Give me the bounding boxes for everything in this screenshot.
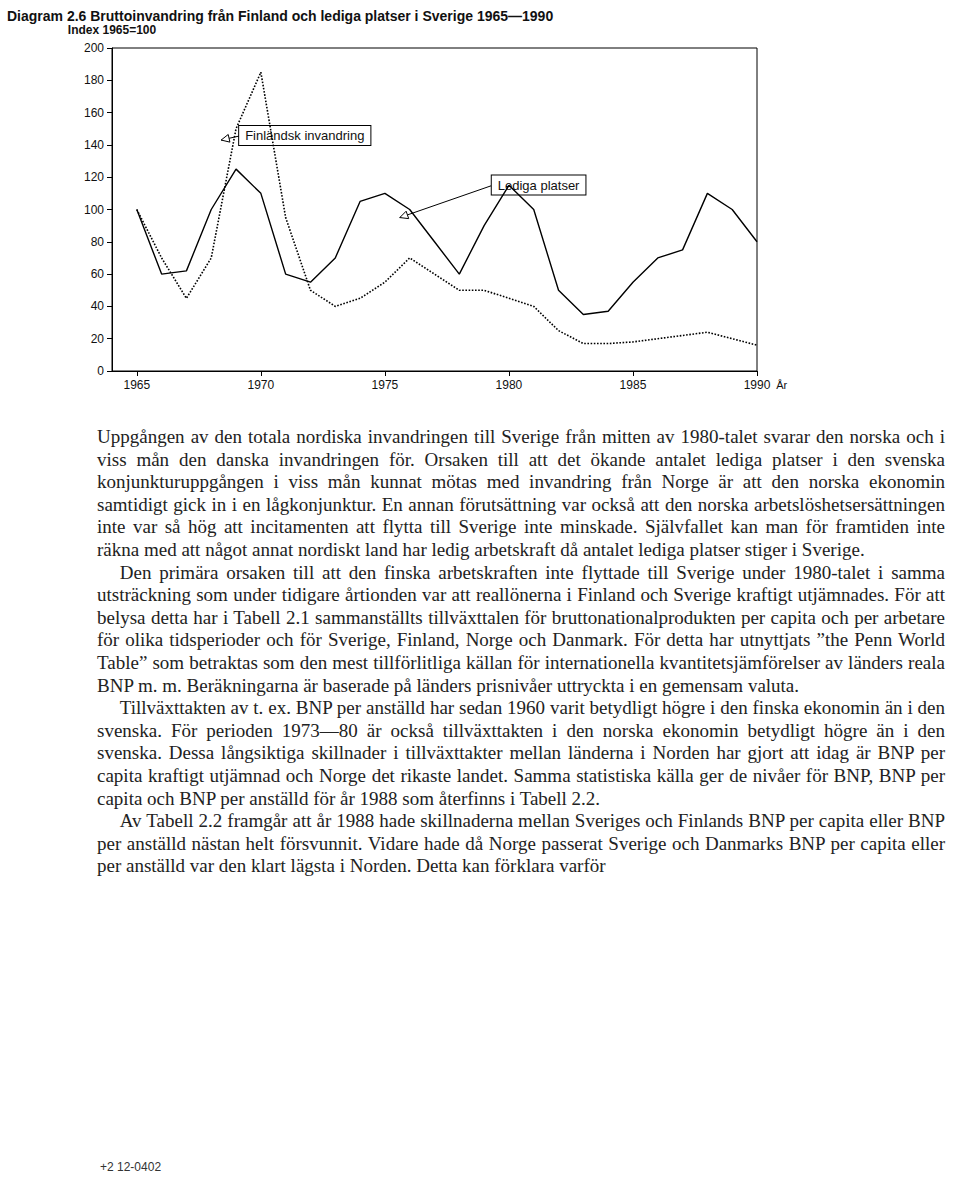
svg-text:40: 40 [91,299,105,313]
html-text:Tillväxttakten av t. ex. BNP p: Tillväxttakten av t. ex. BNP per anställ… [97,697,945,809]
svg-text:1990: 1990 [744,378,771,392]
svg-text:140: 140 [84,138,104,152]
html-text:Av Tabell 2.2 framgår att år 1: Av Tabell 2.2 framgår att år 1988 hade s… [97,810,945,877]
svg-text:80: 80 [91,235,105,249]
svg-text:1980: 1980 [496,378,523,392]
svg-text:Index 1965=100: Index 1965=100 [68,23,157,37]
svg-text:Finländsk invandring: Finländsk invandring [245,128,364,143]
svg-text:120: 120 [84,170,104,184]
svg-text:Lediga platser: Lediga platser [498,178,580,193]
svg-text:100: 100 [84,203,104,217]
html-text:+2 12-0402: +2 12-0402 [100,1160,162,1174]
svg-text:År: År [776,379,787,391]
svg-text:1970: 1970 [247,378,274,392]
svg-text:160: 160 [84,106,104,120]
svg-text:180: 180 [84,73,104,87]
svg-text:200: 200 [84,41,104,55]
svg-text:0: 0 [97,364,104,378]
svg-text:1965: 1965 [123,378,150,392]
svg-text:60: 60 [91,267,105,281]
svg-text:20: 20 [91,332,105,346]
html-text:Den primära orsaken till att d: Den primära orsaken till att den finska … [97,561,945,696]
svg-text:1975: 1975 [372,378,399,392]
svg-text:Diagram 2.6 Bruttoinvandring f: Diagram 2.6 Bruttoinvandring från Finlan… [7,8,553,24]
svg-text:1985: 1985 [620,378,647,392]
html-text:Uppgången av den totala nordis: Uppgången av den totala nordiska invandr… [97,426,945,560]
